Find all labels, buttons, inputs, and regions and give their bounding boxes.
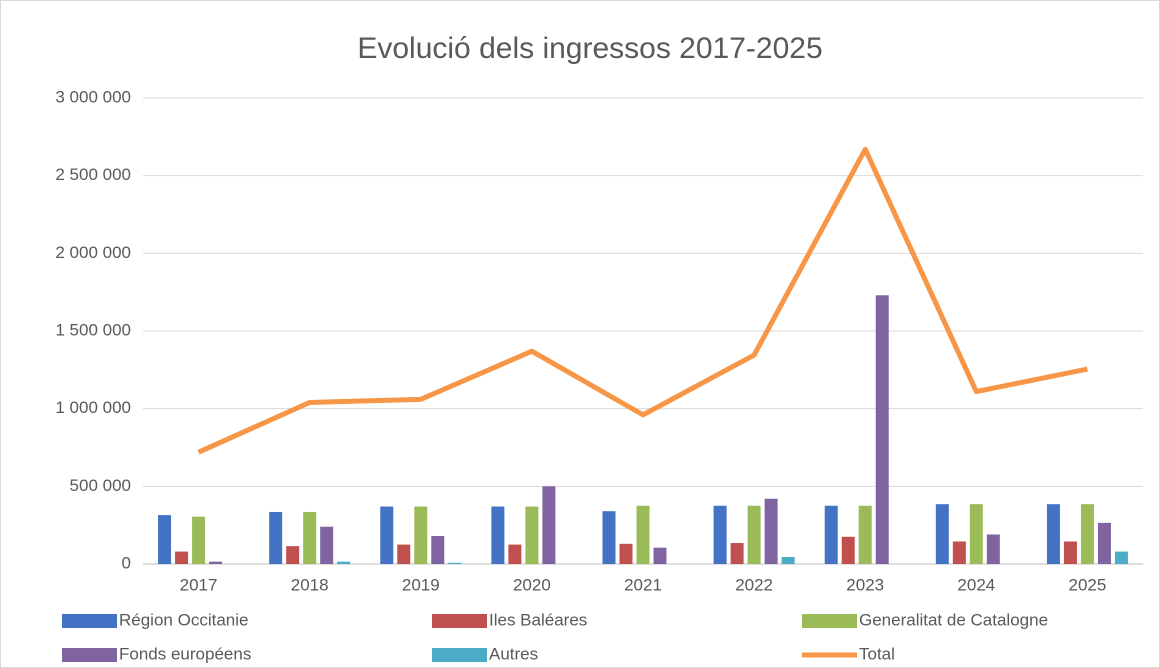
x-tick-label: 2018 (291, 575, 329, 594)
x-tick-label: 2020 (513, 575, 551, 594)
bar (175, 551, 189, 564)
bar (1063, 541, 1077, 564)
bar (209, 561, 223, 564)
bar (781, 557, 795, 564)
legend-label: Autres (489, 644, 538, 663)
y-tick-label: 1 000 000 (55, 398, 131, 417)
x-tick-label: 2025 (1069, 575, 1107, 594)
bar (491, 506, 505, 564)
bar (1080, 504, 1094, 564)
bar (875, 295, 889, 564)
y-tick-label: 2 500 000 (55, 165, 131, 184)
bar (414, 506, 428, 564)
bar (858, 505, 872, 564)
bar (730, 543, 744, 564)
bar (337, 561, 351, 564)
y-tick-label: 0 (122, 553, 131, 572)
x-tick-label: 2021 (624, 575, 662, 594)
x-tick-label: 2023 (846, 575, 884, 594)
bar (508, 544, 522, 564)
bar (320, 526, 334, 564)
legend-label: Fonds européens (119, 644, 251, 663)
legend-swatch (432, 648, 487, 662)
legend-label: Total (859, 644, 895, 663)
bar (269, 511, 283, 564)
bar (653, 547, 667, 564)
bar (286, 546, 300, 564)
bar (952, 541, 966, 564)
chart-title: Evolució dels ingressos 2017-2025 (357, 32, 822, 65)
bar (380, 506, 394, 564)
bar (158, 515, 172, 564)
bar (824, 505, 838, 564)
bar (713, 505, 727, 564)
legend-swatch (432, 614, 487, 628)
bar (935, 504, 949, 564)
bar (986, 534, 1000, 564)
bar (764, 498, 778, 564)
legend-label: Région Occitanie (119, 610, 248, 629)
bar (619, 543, 633, 564)
y-tick-label: 500 000 (70, 476, 131, 495)
x-tick-label: 2017 (180, 575, 218, 594)
total-line (197, 146, 1088, 455)
legend-label: Generalitat de Catalogne (859, 610, 1048, 629)
y-tick-label: 1 500 000 (55, 320, 131, 339)
bar (841, 536, 855, 564)
legend-swatch (802, 614, 857, 628)
y-tick-label: 3 000 000 (55, 87, 131, 106)
bar (303, 511, 317, 564)
legend-swatch (62, 614, 117, 628)
bar (969, 504, 983, 564)
bar (747, 505, 761, 564)
x-tick-label: 2019 (402, 575, 440, 594)
bar (397, 544, 411, 564)
bar (192, 516, 206, 564)
bar (636, 505, 650, 564)
bar (1046, 504, 1060, 564)
legend-label: Iles Baléares (489, 610, 587, 629)
x-tick-label: 2024 (957, 575, 995, 594)
bar (542, 486, 556, 564)
bar (1114, 551, 1128, 564)
x-tick-label: 2022 (735, 575, 773, 594)
bar (525, 506, 539, 564)
bar (602, 511, 616, 564)
legend-swatch (62, 648, 117, 662)
bar (1097, 522, 1111, 564)
bar (431, 536, 445, 564)
y-tick-label: 2 000 000 (55, 243, 131, 262)
bar (448, 562, 462, 564)
